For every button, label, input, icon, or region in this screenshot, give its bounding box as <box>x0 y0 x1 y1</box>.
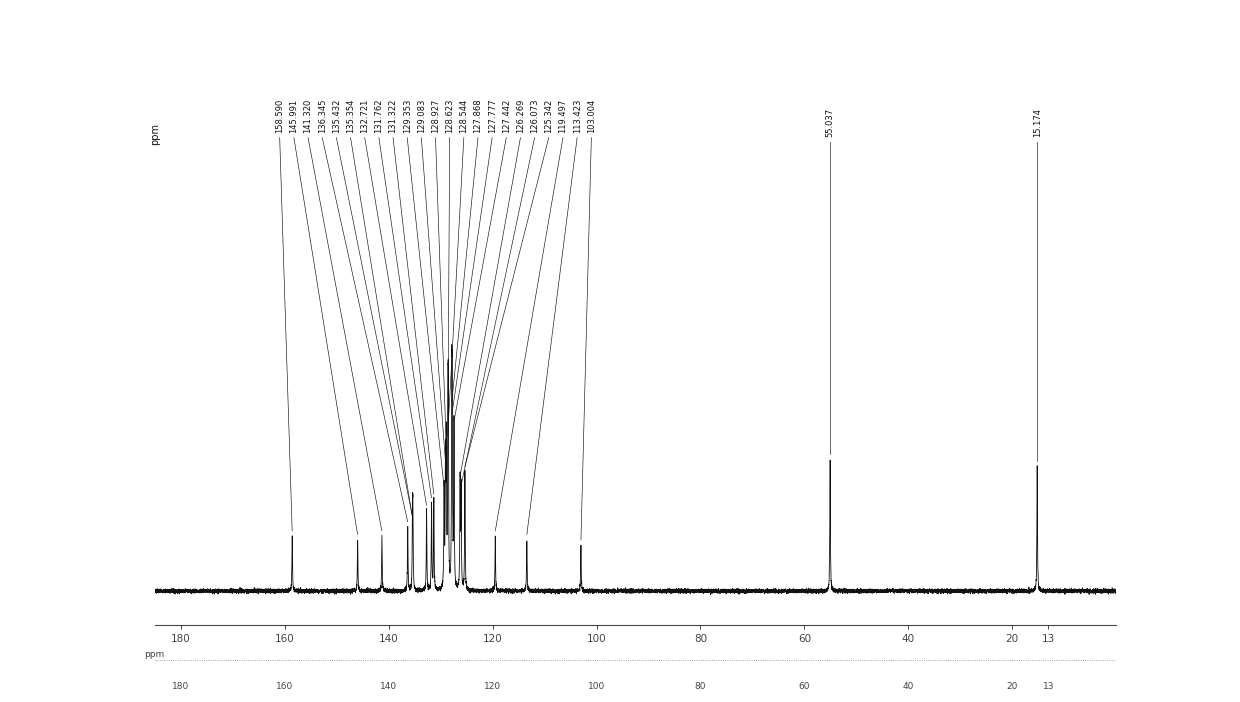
Text: 129.353: 129.353 <box>403 98 412 133</box>
Text: 15.174: 15.174 <box>1033 108 1042 138</box>
Text: 131.322: 131.322 <box>388 98 398 133</box>
Text: 126.269: 126.269 <box>516 98 525 133</box>
Text: 131.762: 131.762 <box>374 98 383 133</box>
Text: 127.777: 127.777 <box>487 98 497 133</box>
Text: 128.544: 128.544 <box>459 98 469 133</box>
Text: 128.623: 128.623 <box>445 98 454 133</box>
Text: 119.497: 119.497 <box>558 98 568 133</box>
Text: 125.342: 125.342 <box>544 98 553 133</box>
Text: 127.442: 127.442 <box>502 98 511 133</box>
Text: 127.868: 127.868 <box>474 98 482 133</box>
Text: 145.991: 145.991 <box>289 98 299 133</box>
Text: 103.004: 103.004 <box>587 98 596 133</box>
Text: 128.927: 128.927 <box>432 98 440 133</box>
Text: 135.432: 135.432 <box>332 98 341 133</box>
Text: 132.721: 132.721 <box>360 98 370 133</box>
Text: 55.037: 55.037 <box>826 108 835 138</box>
Text: 129.083: 129.083 <box>417 98 425 133</box>
Text: 126.073: 126.073 <box>531 98 539 133</box>
Text: 136.345: 136.345 <box>317 98 326 133</box>
Text: ppm: ppm <box>145 650 165 659</box>
Text: 113.423: 113.423 <box>573 98 582 133</box>
Text: 135.354: 135.354 <box>346 98 355 133</box>
Text: 141.320: 141.320 <box>304 98 312 133</box>
Text: 158.590: 158.590 <box>275 98 284 133</box>
Text: ppm: ppm <box>150 123 160 145</box>
